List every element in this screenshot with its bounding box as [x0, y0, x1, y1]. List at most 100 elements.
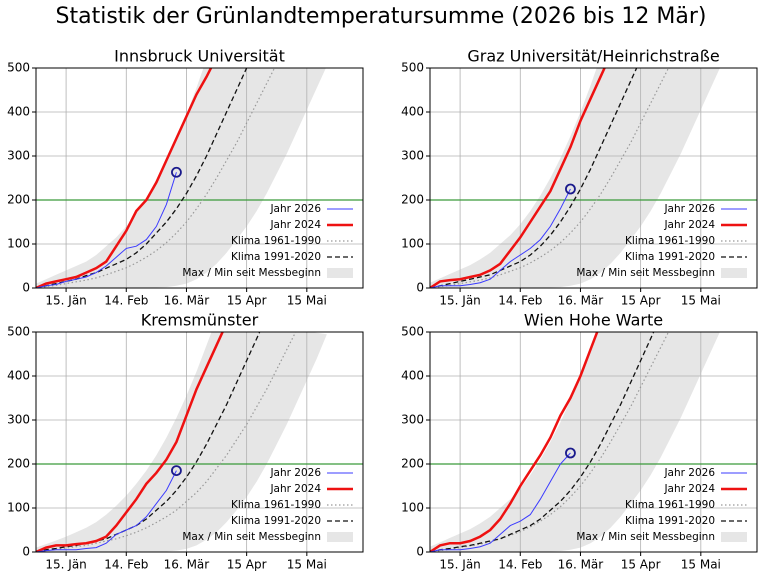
panel-title: Kremsmünster — [141, 311, 259, 330]
y-tick-label: 0 — [22, 545, 30, 559]
legend-label: Jahr 2024 — [663, 483, 715, 495]
series-line — [36, 68, 248, 288]
legend-swatch — [721, 532, 747, 542]
x-tick-label: 15. Jän — [439, 558, 480, 572]
legend-label: Klima 1991-2020 — [231, 251, 321, 263]
x-tick-label: 15. Jän — [45, 294, 86, 308]
panel: Innsbruck Universität 0 100 200 300 400 500 15.… — [7, 47, 364, 308]
series-line — [36, 68, 213, 288]
legend-label: Max / Min seit Messbeginn — [576, 267, 715, 279]
y-tick-label: 500 — [7, 61, 30, 75]
series-line — [430, 68, 638, 288]
end-marker — [565, 183, 576, 195]
legend-label: Klima 1991-2020 — [231, 515, 321, 527]
plot-area — [36, 332, 363, 552]
x-tick-label: 16. Mär — [558, 558, 604, 572]
plot-frame — [35, 67, 364, 289]
end-marker — [171, 465, 182, 477]
x-tick-label: 15 Mai — [681, 558, 721, 572]
x-tick-label: 15 Mai — [681, 294, 721, 308]
x-tick-label: 15 Apr — [227, 558, 267, 572]
y-tick-label: 0 — [416, 545, 424, 559]
page-title: Statistik der Grünlandtemperatursumme (2… — [56, 4, 707, 29]
plot-area — [430, 68, 757, 288]
series-line — [430, 188, 571, 288]
x-tick-label: 14. Feb — [104, 558, 148, 572]
min-max-band — [430, 68, 720, 288]
series-line — [430, 452, 571, 552]
legend-label: Max / Min seit Messbeginn — [182, 267, 321, 279]
panel: Wien Hohe Warte 0 100 200 300 400 500 15. Jän 14… — [401, 311, 758, 572]
plot-frame — [429, 67, 758, 289]
legend-label: Jahr 2024 — [663, 219, 715, 231]
legend-label: Jahr 2026 — [269, 467, 321, 479]
x-tick-label: 16. Mär — [558, 294, 604, 308]
series-line — [36, 332, 297, 552]
min-max-band — [36, 68, 326, 288]
legend-swatch — [721, 268, 747, 278]
series-line — [430, 68, 670, 288]
x-tick-label: 14. Feb — [498, 294, 542, 308]
legend-label: Jahr 2026 — [663, 467, 715, 479]
x-tick-label: 15. Jän — [439, 294, 480, 308]
panel: Kremsmünster 0 100 200 300 400 500 15. Jän 14. F… — [7, 311, 364, 572]
x-tick-label: 15 Apr — [227, 294, 267, 308]
legend-swatch — [327, 268, 353, 278]
y-tick-label: 200 — [401, 457, 424, 471]
legend-label: Jahr 2024 — [269, 219, 321, 231]
plot-area — [430, 332, 757, 552]
y-tick-label: 400 — [401, 105, 424, 119]
series-line — [36, 332, 224, 552]
series-line — [430, 332, 655, 552]
y-tick-label: 100 — [401, 237, 424, 251]
legend-label: Klima 1961-1990 — [231, 499, 321, 511]
legend-label: Klima 1961-1990 — [625, 235, 715, 247]
legend-label: Klima 1991-2020 — [625, 515, 715, 527]
plot-area — [36, 68, 363, 288]
y-tick-label: 0 — [416, 281, 424, 295]
x-tick-label: 15. Jän — [45, 558, 86, 572]
end-marker — [565, 447, 576, 459]
y-tick-label: 100 — [7, 501, 30, 515]
legend-label: Klima 1961-1990 — [625, 499, 715, 511]
series-line — [36, 332, 261, 552]
min-max-band — [36, 332, 327, 552]
panel-title: Wien Hohe Warte — [524, 311, 663, 330]
y-tick-label: 500 — [401, 61, 424, 75]
y-tick-label: 400 — [7, 369, 30, 383]
legend-label: Max / Min seit Messbeginn — [182, 531, 321, 543]
legend-label: Jahr 2024 — [269, 483, 321, 495]
y-tick-label: 400 — [7, 105, 30, 119]
y-tick-label: 400 — [401, 369, 424, 383]
legend-label: Klima 1991-2020 — [625, 251, 715, 263]
y-tick-label: 300 — [7, 149, 30, 163]
panel-title: Innsbruck Universität — [114, 47, 285, 66]
x-tick-label: 16. Mär — [164, 294, 210, 308]
plot-frame — [35, 331, 364, 553]
y-tick-label: 0 — [22, 281, 30, 295]
panel-title: Graz Universität/Heinrichstraße — [467, 47, 719, 66]
x-tick-label: 15 Apr — [621, 558, 661, 572]
series-line — [36, 68, 276, 288]
x-tick-label: 15 Mai — [287, 294, 327, 308]
series-line — [36, 172, 177, 288]
legend-label: Max / Min seit Messbeginn — [576, 531, 715, 543]
y-tick-label: 200 — [7, 457, 30, 471]
legend-swatch — [327, 532, 353, 542]
panel: Graz Universität/Heinrichstraße 0 100 200 30… — [401, 47, 758, 308]
y-tick-label: 300 — [7, 413, 30, 427]
plot-frame — [429, 331, 758, 553]
series-line — [36, 470, 177, 552]
x-tick-label: 15 Apr — [621, 294, 661, 308]
y-tick-label: 200 — [401, 193, 424, 207]
min-max-band — [430, 332, 720, 552]
y-tick-label: 300 — [401, 149, 424, 163]
x-tick-label: 14. Feb — [498, 558, 542, 572]
legend-label: Klima 1961-1990 — [231, 235, 321, 247]
legend-label: Jahr 2026 — [663, 203, 715, 215]
series-line — [430, 68, 606, 288]
y-tick-label: 100 — [7, 237, 30, 251]
x-tick-label: 16. Mär — [164, 558, 210, 572]
y-tick-label: 200 — [7, 193, 30, 207]
